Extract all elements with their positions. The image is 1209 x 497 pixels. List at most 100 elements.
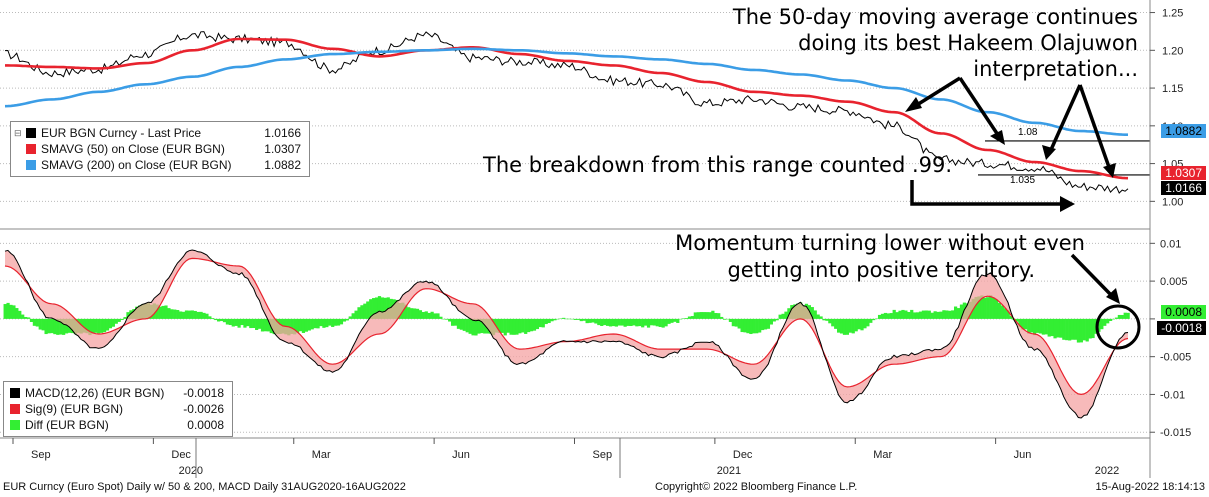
diff-bar xyxy=(1041,318,1045,335)
price-legend-row-sma200: SMAVG (200) on Close (EUR BGN) 1.0882 xyxy=(11,157,309,173)
diff-bar xyxy=(810,307,814,319)
diff-bar xyxy=(825,318,829,321)
diff-bar xyxy=(728,318,733,322)
diff-bar xyxy=(594,318,598,324)
diff-bar xyxy=(360,305,364,319)
diff-bar xyxy=(366,301,370,319)
diff-bar xyxy=(111,318,115,327)
diff-bar xyxy=(1044,318,1048,335)
diff-bar xyxy=(1079,318,1083,343)
diff-bar xyxy=(641,318,645,328)
diff-bar xyxy=(626,318,630,326)
diff-bar xyxy=(38,318,42,330)
footer-copyright: Copyright© 2022 Bloomberg Finance L.P. xyxy=(655,481,858,493)
diff-bar xyxy=(784,311,788,319)
diff-bar xyxy=(658,318,662,327)
legend-value: 1.0882 xyxy=(264,158,301,172)
legend-swatch xyxy=(26,128,36,138)
diff-bar xyxy=(357,307,361,319)
price-value-tag: 1.0166 xyxy=(1161,181,1206,195)
diff-bar xyxy=(509,318,513,335)
diff-bar xyxy=(1032,318,1037,336)
diff-bar xyxy=(53,318,57,335)
diff-bar xyxy=(816,314,820,319)
diff-bar xyxy=(88,318,92,336)
diff-bar xyxy=(421,312,425,319)
diff-bar xyxy=(842,318,847,335)
diff-bar xyxy=(921,310,926,319)
diff-bar xyxy=(91,318,95,334)
collapse-icon[interactable]: ⊟ xyxy=(14,127,22,138)
diff-bar xyxy=(711,310,715,319)
legend-value: 1.0307 xyxy=(264,142,301,156)
diff-bar xyxy=(29,318,34,322)
diff-bar xyxy=(649,318,654,326)
macd-series xyxy=(4,249,1129,419)
diff-bar xyxy=(997,302,1002,319)
diff-bar xyxy=(415,308,420,319)
macd-line xyxy=(4,249,1129,419)
diff-bar xyxy=(869,318,873,323)
diff-bar xyxy=(687,316,692,319)
diff-bar xyxy=(682,318,686,319)
diff-bar xyxy=(313,318,317,329)
legend-label: EUR BGN Curncy - Last Price xyxy=(41,126,202,140)
diff-bar xyxy=(336,318,341,326)
macd-panel xyxy=(0,242,1150,433)
diff-bar xyxy=(348,316,352,319)
diff-bar xyxy=(766,318,771,329)
diff-bar xyxy=(1120,314,1124,319)
diff-bar xyxy=(515,318,519,335)
diff-bar xyxy=(974,296,978,319)
diff-bar xyxy=(535,318,540,330)
diff-bar xyxy=(875,318,879,320)
diff-bar xyxy=(173,309,177,319)
month-label: Jun xyxy=(1014,449,1032,461)
arrowhead-2 xyxy=(990,130,1005,145)
legend-label: SMAVG (200) on Close (EUR BGN) xyxy=(41,158,232,172)
diff-bar xyxy=(369,299,373,319)
diff-bar xyxy=(450,318,455,326)
diff-bar xyxy=(32,318,37,326)
diff-bar xyxy=(910,309,914,319)
ref-label-upper: 1.08 xyxy=(1018,127,1038,138)
diff-bar xyxy=(44,318,48,335)
diff-bar xyxy=(372,298,376,319)
diff-bar xyxy=(179,311,183,319)
diff-bar xyxy=(377,296,382,319)
diff-bar xyxy=(661,318,665,328)
diff-bar xyxy=(354,310,358,319)
diff-bar xyxy=(219,318,224,322)
diff-bar xyxy=(298,318,303,332)
diff-bar xyxy=(778,314,782,319)
diff-bar xyxy=(167,308,171,319)
diff-bar xyxy=(374,297,379,319)
diff-bar xyxy=(459,318,463,330)
legend-swatch xyxy=(10,404,20,414)
diff-bar xyxy=(813,310,817,319)
diff-bar xyxy=(105,318,110,331)
diff-bar xyxy=(1000,305,1005,319)
legend-label: Sig(9) (EUR BGN) xyxy=(25,402,124,416)
diff-bar xyxy=(345,318,349,321)
diff-bar xyxy=(1123,312,1127,319)
diff-bar xyxy=(758,318,762,333)
diff-bar xyxy=(857,318,861,330)
diff-bar xyxy=(1073,318,1078,340)
diff-bar xyxy=(424,311,428,319)
diff-bar xyxy=(342,318,346,322)
diff-bar xyxy=(553,318,557,321)
diff-bar xyxy=(26,317,31,319)
diff-bar xyxy=(953,306,958,319)
diff-bar xyxy=(775,318,779,321)
legend-swatch xyxy=(26,144,36,154)
diff-bar xyxy=(468,318,472,334)
price-ytick-label: 1.25 xyxy=(1162,8,1183,20)
month-label: Dec xyxy=(733,449,753,461)
diff-bar xyxy=(872,318,876,321)
month-label: Sep xyxy=(31,449,51,461)
arrow-to-second-touch xyxy=(958,77,1002,139)
diff-bar xyxy=(307,318,311,331)
diff-bar xyxy=(217,318,221,322)
diff-bar xyxy=(301,318,306,333)
